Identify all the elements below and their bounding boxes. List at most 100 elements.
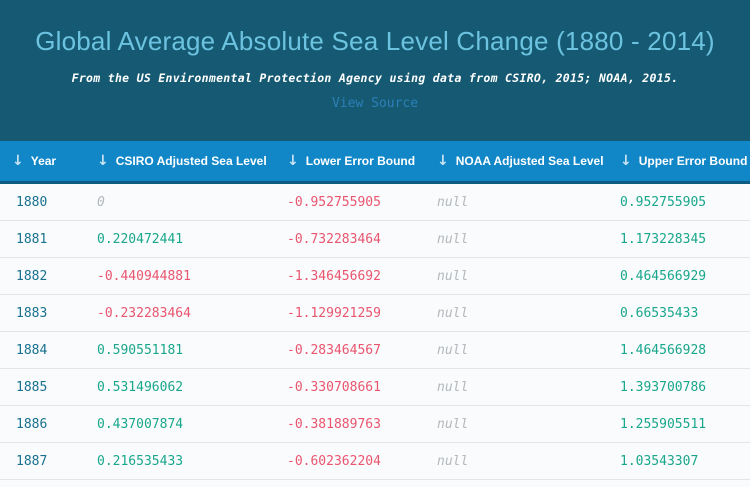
lower-bound-cell: -0.283464567 (275, 331, 425, 369)
cell-value: null (437, 194, 469, 210)
page-subtitle: From the US Environmental Protection Age… (71, 70, 679, 85)
table-row: 1885 0.531496062 -0.330708661 null 1.393… (0, 368, 750, 406)
cell-value: 1.173228345 (620, 231, 707, 247)
cell-value: 1.464566928 (620, 342, 707, 358)
column-label-noaa: NOAA Adjusted Sea Level (455, 154, 604, 168)
column-header-upper-error-bound[interactable]: ↓ Upper Error Bound (608, 141, 750, 184)
year-cell: 1883 (0, 294, 85, 332)
lower-bound-cell: -0.381889763 (275, 405, 425, 443)
table-row: 1887 0.216535433 -0.602362204 null 1.035… (0, 442, 750, 480)
noaa-cell: null (425, 368, 608, 406)
cell-value: 0.437007874 (97, 416, 184, 432)
year-cell: 1887 (0, 442, 85, 480)
column-header-lower-error-bound[interactable]: ↓ Lower Error Bound (275, 141, 425, 184)
table-row: 1883 -0.232283464 -1.129921259 null 0.66… (0, 294, 750, 332)
csiro-cell: 0.220472441 (85, 220, 275, 258)
cell-value: null (437, 379, 469, 395)
cell-value: null (437, 231, 469, 247)
sort-arrow-icon[interactable]: ↓ (287, 153, 299, 169)
csiro-cell: -0.440944881 (85, 257, 275, 295)
cell-value: 0.66535433 (620, 305, 699, 321)
upper-bound-cell: 0.952755905 (608, 182, 750, 221)
cell-value: -0.732283464 (287, 231, 381, 247)
cell-value: -0.381889763 (287, 416, 381, 432)
csiro-cell: -0.232283464 (85, 294, 275, 332)
lower-bound-cell: -0.952755905 (275, 182, 425, 221)
column-label-lower: Lower Error Bound (305, 154, 416, 168)
cell-value: 0 (97, 194, 105, 210)
cell-value: 0.464566929 (620, 268, 707, 284)
year-cell: 1886 (0, 405, 85, 443)
column-label-csiro: CSIRO Adjusted Sea Level (115, 154, 267, 168)
csiro-cell: 0 (85, 182, 275, 221)
year-cell: 1885 (0, 368, 85, 406)
upper-bound-cell: 1.03543307 (608, 442, 750, 480)
upper-bound-cell: 1.255905511 (608, 405, 750, 443)
table-row: 1881 0.220472441 -0.732283464 null 1.173… (0, 220, 750, 258)
csiro-cell: 0.437007874 (85, 405, 275, 443)
lower-bound-cell: -1.346456692 (275, 257, 425, 295)
year-cell: 1884 (0, 331, 85, 369)
year-cell: 1880 (0, 182, 85, 221)
table-row: 1880 0 -0.952755905 null 0.952755905 (0, 182, 750, 221)
lower-bound-cell: -0.732283464 (275, 220, 425, 258)
lower-bound-cell: -0.330708661 (275, 368, 425, 406)
noaa-cell: null (425, 220, 608, 258)
upper-bound-cell: 1.464566928 (608, 331, 750, 369)
column-label-upper: Upper Error Bound (638, 154, 748, 168)
lower-bound-cell: -1.129921259 (275, 294, 425, 332)
cell-value: 0.531496062 (97, 379, 184, 395)
cell-value: null (437, 342, 469, 358)
lower-bound-cell: -0.602362204 (275, 442, 425, 480)
column-header-year[interactable]: ↓ Year (0, 141, 85, 184)
table-row: 1884 0.590551181 -0.283464567 null 1.464… (0, 331, 750, 369)
cell-value: null (437, 416, 469, 432)
noaa-cell: null (425, 182, 608, 221)
table-row: 1882 -0.440944881 -1.346456692 null 0.46… (0, 257, 750, 295)
year-cell: 1882 (0, 257, 85, 295)
noaa-cell: null (425, 442, 608, 480)
view-source-link[interactable]: View Source (331, 95, 419, 111)
cell-value: 0.220472441 (97, 231, 184, 247)
cell-value: null (437, 305, 469, 321)
csiro-cell: 0.216535433 (85, 442, 275, 480)
cell-value: -0.602362204 (287, 453, 381, 469)
cell-value: 0.216535433 (97, 453, 184, 469)
csiro-cell: 0.531496062 (85, 368, 275, 406)
noaa-cell: null (425, 405, 608, 443)
cell-value: -1.129921259 (287, 305, 381, 321)
sea-level-data-table: ↓ Year ↓ CSIRO Adjusted Sea Level ↓ Lowe… (0, 141, 750, 480)
upper-bound-cell: 1.173228345 (608, 220, 750, 258)
upper-bound-cell: 0.66535433 (608, 294, 750, 332)
cell-value: -0.952755905 (287, 194, 381, 210)
cell-value: -1.346456692 (287, 268, 381, 284)
cell-value: 1.393700786 (620, 379, 707, 395)
cell-value: null (437, 453, 469, 469)
hero-header: Global Average Absolute Sea Level Change… (0, 0, 750, 141)
sort-arrow-icon[interactable]: ↓ (12, 153, 24, 169)
upper-bound-cell: 0.464566929 (608, 257, 750, 295)
cell-value: 0.590551181 (97, 342, 184, 358)
sort-arrow-icon[interactable]: ↓ (97, 153, 109, 169)
cell-value: -0.330708661 (287, 379, 381, 395)
cell-value: 1.255905511 (620, 416, 707, 432)
page-title: Global Average Absolute Sea Level Change… (35, 26, 715, 56)
noaa-cell: null (425, 331, 608, 369)
table-header-row: ↓ Year ↓ CSIRO Adjusted Sea Level ↓ Lowe… (0, 141, 750, 184)
cell-value: -0.440944881 (97, 268, 191, 284)
column-label-year: Year (30, 154, 57, 168)
csiro-cell: 0.590551181 (85, 331, 275, 369)
column-header-noaa-adjusted-sea-level[interactable]: ↓ NOAA Adjusted Sea Level (425, 141, 608, 184)
sort-arrow-icon[interactable]: ↓ (437, 153, 449, 169)
sort-arrow-icon[interactable]: ↓ (620, 153, 632, 169)
cell-value: -0.283464567 (287, 342, 381, 358)
cell-value: 0.952755905 (620, 194, 707, 210)
column-header-csiro-adjusted-sea-level[interactable]: ↓ CSIRO Adjusted Sea Level (85, 141, 275, 184)
noaa-cell: null (425, 257, 608, 295)
cell-value: null (437, 268, 469, 284)
year-cell: 1881 (0, 220, 85, 258)
table-row: 1886 0.437007874 -0.381889763 null 1.255… (0, 405, 750, 443)
cell-value: 1.03543307 (620, 453, 699, 469)
cell-value: -0.232283464 (97, 305, 191, 321)
